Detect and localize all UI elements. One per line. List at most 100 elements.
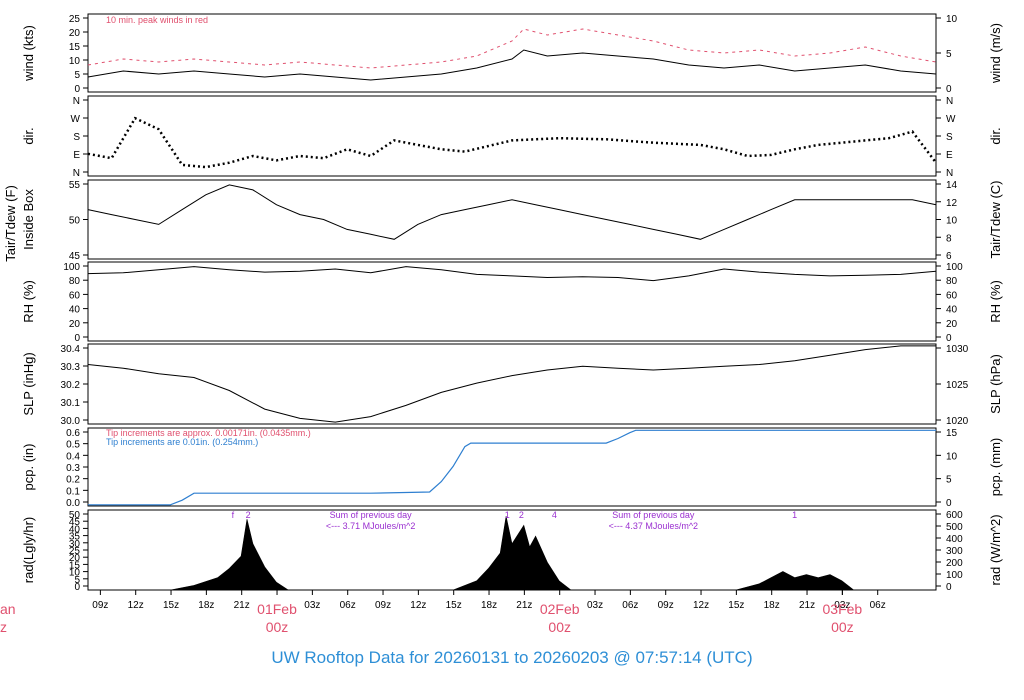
wind-left-tick-label: 20: [69, 28, 81, 39]
day-label-date: 02Feb: [540, 601, 580, 617]
pcp-note-tip: Tip increments are 0.01in. (0.254mm.): [106, 437, 258, 447]
x-tick-label: 03z: [587, 600, 603, 611]
dir-left-tick-label: S: [73, 132, 80, 143]
x-tick-label: 06z: [340, 600, 356, 611]
rad-right-tick-label: 400: [946, 534, 963, 545]
dir-left-tick-label: E: [73, 150, 80, 161]
rad-right-tick-label: 500: [946, 522, 963, 533]
rh-right-tick-label: 20: [946, 319, 958, 330]
wind-left-tick-label: 10: [69, 56, 81, 67]
rad-right-tick-label: 200: [946, 558, 963, 569]
wind-peak-series: [87, 28, 937, 69]
pcp-right-tick-label: 5: [946, 475, 952, 486]
temp-left-tick-label: 45: [69, 251, 81, 262]
rad-sum-label: Sum of previous day: [330, 510, 413, 520]
temp-panel-frame: [87, 179, 937, 260]
temp-left-tick-label: 55: [69, 180, 81, 191]
rad-mark: 4: [552, 510, 557, 520]
slp-panel-frame: [87, 343, 937, 425]
dir-right-tick-label: N: [946, 96, 953, 107]
x-tick-label: 03z: [834, 600, 850, 611]
rh-right-tick-label: 60: [946, 290, 958, 301]
rad-left-tick-label: 10: [69, 568, 81, 579]
pcp-ylabel-left: pcp. (in): [21, 444, 36, 491]
x-tick-label: 09z: [375, 600, 391, 611]
rad-right-tick-label: 300: [946, 546, 963, 557]
rad-right-tick-label: 0: [946, 582, 952, 593]
rh-right-tick-label: 0: [946, 333, 952, 344]
rad-sum-value: <--- 4.37 MJoules/m^2: [609, 521, 699, 531]
slp-series: [87, 345, 936, 423]
pcp-note-approx: Tip increments are approx. 0.00171in. (0…: [106, 428, 311, 438]
temp-right-tick-label: 12: [946, 198, 958, 209]
slp-left-tick-label: 30.0: [61, 416, 81, 427]
rad-mark: 2: [246, 510, 251, 520]
wind-right-tick-label: 5: [946, 49, 952, 60]
x-tick-label: 18z: [481, 600, 497, 611]
dir-ylabel-left: dir.: [21, 127, 36, 144]
day-label-date: 01Feb: [257, 601, 297, 617]
temp-right-tick-label: 14: [946, 180, 958, 191]
rad-left-tick-label: 35: [69, 532, 81, 543]
direction-series: [87, 116, 937, 169]
pcp-left-tick-label: 0.1: [66, 486, 80, 497]
pcp-left-tick-label: 0.4: [66, 451, 80, 462]
x-tick-label: 12z: [410, 600, 426, 611]
pcp-left-tick-label: 0.2: [66, 475, 80, 486]
rad-left-tick-label: 0: [74, 582, 80, 593]
rad-left-tick-label: 15: [69, 560, 81, 571]
temp-ylabel-right: Tair/Tdew (C): [988, 180, 1003, 258]
day-label-time: 00z: [266, 619, 289, 635]
rh-left-tick-label: 20: [69, 319, 81, 330]
x-tick-label: 09z: [658, 600, 674, 611]
rh-left-tick-label: 60: [69, 290, 81, 301]
slp-right-tick-label: 1020: [946, 416, 969, 427]
pcp-right-tick-label: 10: [946, 451, 958, 462]
wind-left-tick-label: 5: [74, 70, 80, 81]
day-label-date: 03Feb: [823, 601, 863, 617]
rad-left-tick-label: 25: [69, 546, 81, 557]
wind-ylabel-left: wind (kts): [21, 25, 36, 82]
temp-right-tick-label: 10: [946, 216, 958, 227]
pcp-right-tick-label: 15: [946, 428, 958, 439]
x-tick-label: 15z: [446, 600, 462, 611]
wind-right-tick-label: 10: [946, 14, 958, 25]
rh-ylabel-left: RH (%): [21, 280, 36, 323]
wind-left-tick-label: 25: [69, 14, 81, 25]
dir-left-tick-label: N: [73, 168, 80, 179]
pcp-left-tick-label: 0.5: [66, 440, 80, 451]
rad-mark: 1: [792, 510, 797, 520]
x-tick-label: 03z: [304, 600, 320, 611]
slp-left-tick-label: 30.1: [61, 398, 81, 409]
rh-left-tick-label: 80: [69, 276, 81, 287]
rh-right-tick-label: 40: [946, 305, 958, 316]
x-tick-label: 15z: [728, 600, 744, 611]
x-tick-label: 21z: [234, 600, 250, 611]
rh-right-tick-label: 80: [946, 276, 958, 287]
temp-right-tick-label: 8: [946, 233, 952, 244]
rad-ylabel-left: rad(Lgly/hr): [21, 517, 36, 583]
wind-right-tick-label: 0: [946, 84, 952, 95]
temp-ylabel-left: Tair/Tdew (F): [3, 185, 18, 262]
rh-panel-frame: [87, 261, 937, 342]
x-tick-label: 21z: [516, 600, 532, 611]
slp-left-tick-label: 30.4: [61, 344, 81, 355]
pcp-left-tick-label: 0.0: [66, 498, 80, 509]
dir-ylabel-right: dir.: [988, 127, 1003, 144]
temp-ylabel-left-2: Inside Box: [21, 189, 36, 250]
precip-series: [88, 429, 936, 506]
wind-peak-note: 10 min. peak winds in red: [106, 15, 208, 25]
rad-left-tick-label: 50: [69, 510, 81, 521]
day-label-time: 00z: [831, 619, 854, 635]
dir-right-tick-label: E: [946, 150, 953, 161]
x-tick-label: 09z: [92, 600, 108, 611]
rh-right-tick-label: 100: [946, 262, 963, 273]
rh-ylabel-right: RH (%): [988, 280, 1003, 323]
x-tick-label: 15z: [163, 600, 179, 611]
temp-left-tick-label: 50: [69, 216, 81, 227]
rad-left-tick-label: 30: [69, 539, 81, 550]
pcp-right-tick-label: 0: [946, 498, 952, 509]
dir-right-tick-label: N: [946, 168, 953, 179]
rad-sum-value: <--- 3.71 MJoules/m^2: [326, 521, 416, 531]
